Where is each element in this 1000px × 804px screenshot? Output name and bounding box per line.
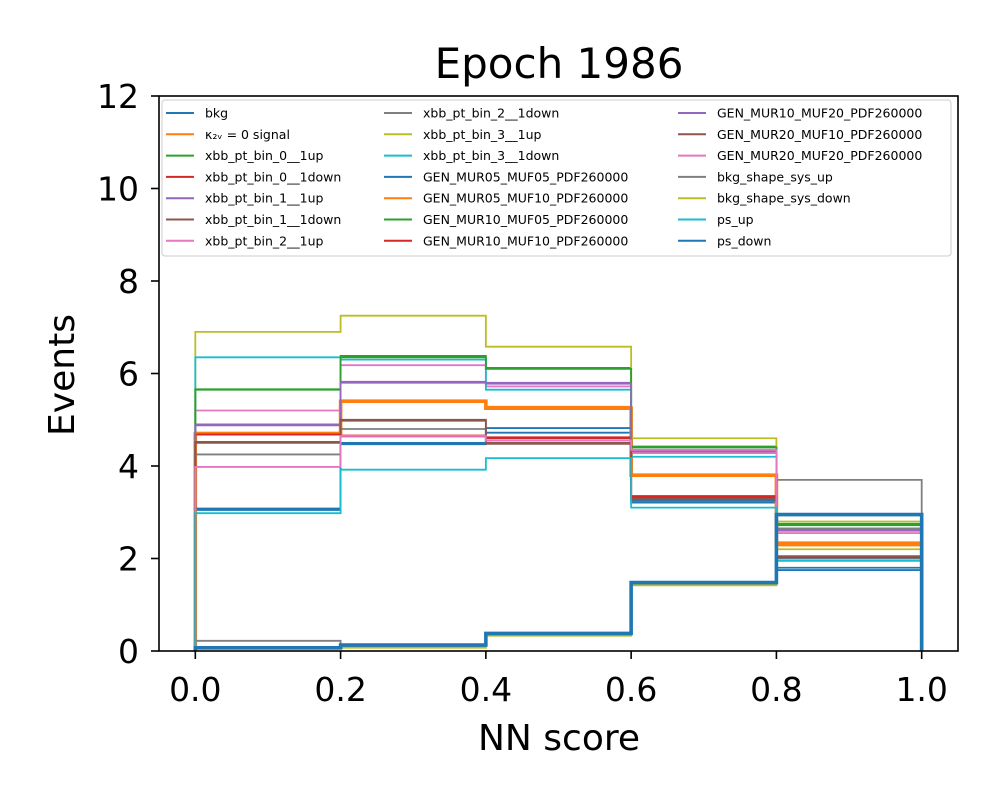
- legend-label: GEN_MUR05_MUF10_PDF260000: [423, 191, 628, 206]
- x-tick-label: 0.4: [460, 670, 512, 709]
- legend-label: xbb_pt_bin_2__1up: [205, 233, 324, 248]
- series-line: [194, 433, 923, 651]
- x-tick-label: 0.8: [750, 670, 802, 709]
- x-tick-label: 1.0: [895, 670, 947, 709]
- legend-label: xbb_pt_bin_3__1up: [423, 127, 542, 142]
- series-line: [194, 457, 923, 651]
- x-tick-label: 0.0: [169, 670, 221, 709]
- legend-label: GEN_MUR20_MUF10_PDF260000: [717, 127, 922, 142]
- series-line: [194, 381, 923, 651]
- series-line: [194, 418, 923, 651]
- legend-label: xbb_pt_bin_1__1up: [205, 191, 324, 206]
- legend-label: GEN_MUR10_MUF10_PDF260000: [423, 233, 628, 248]
- y-tick-label: 10: [97, 170, 139, 209]
- series-line: [194, 428, 923, 651]
- y-tick-label: 2: [118, 540, 139, 579]
- legend-label: xbb_pt_bin_0__1down: [205, 169, 341, 184]
- series-line: [194, 380, 923, 651]
- series-line: [194, 431, 923, 651]
- legend-label: GEN_MUR10_MUF05_PDF260000: [423, 212, 628, 227]
- legend-label: bkg_shape_sys_up: [717, 169, 833, 184]
- legend-label: GEN_MUR20_MUF20_PDF260000: [717, 148, 922, 163]
- legend: bkg κ₂ᵥ = 0 signal xbb_pt_bin_0__1up xbb_pt…: [161, 99, 952, 257]
- legend-label: GEN_MUR05_MUF05_PDF260000: [423, 169, 628, 184]
- legend-label: xbb_pt_bin_3__1down: [423, 148, 559, 163]
- series-line: [194, 355, 923, 651]
- axes-layer: 0.0 0.2 0.4 0.6 0.8 1.0 0 2 4 6 8 10 12: [97, 77, 959, 709]
- series-line: [194, 356, 923, 651]
- series-line: [194, 520, 923, 651]
- x-axis-label: NN score: [478, 718, 640, 759]
- y-tick-label: 4: [118, 447, 139, 486]
- y-tick-label: 0: [118, 632, 139, 671]
- y-tick-label: 8: [118, 262, 139, 301]
- series-line: [194, 314, 923, 651]
- series-line: [194, 399, 923, 651]
- x-tick-label: 0.2: [314, 670, 366, 709]
- chart-title: Epoch 1986: [435, 39, 684, 88]
- x-tick-label: 0.6: [605, 670, 657, 709]
- legend-label: κ₂ᵥ = 0 signal: [205, 127, 290, 142]
- series-line: [194, 435, 923, 651]
- legend-label: ps_up: [717, 212, 754, 227]
- legend-label: xbb_pt_bin_0__1up: [205, 148, 324, 163]
- legend-label: xbb_pt_bin_2__1down: [423, 106, 559, 121]
- y-axis-label: Events: [42, 314, 83, 436]
- y-tick-label: 12: [97, 77, 139, 116]
- legend-label: ps_down: [717, 233, 771, 248]
- legend-label: xbb_pt_bin_1__1down: [205, 212, 341, 227]
- series-line: [194, 427, 923, 651]
- y-tick-label: 6: [118, 355, 139, 394]
- legend-label: GEN_MUR10_MUF20_PDF260000: [717, 106, 922, 121]
- legend-label: bkg_shape_sys_down: [717, 191, 851, 206]
- series-layer: [193, 314, 924, 651]
- series-line: [193, 512, 924, 651]
- legend-box: [161, 99, 952, 257]
- series-line: [194, 356, 923, 651]
- legend-label: bkg: [205, 106, 228, 121]
